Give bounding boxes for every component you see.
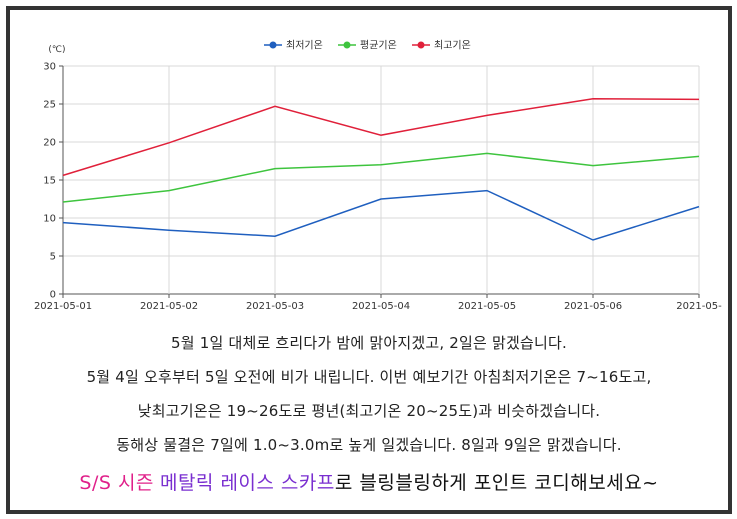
legend-marker: [417, 41, 425, 49]
promo-tagline-text: 로 블링블링하게 포인트 코디해보세요~: [334, 472, 659, 494]
x-tick-label: 2021-05-02: [140, 301, 198, 312]
y-tick-label: 5: [50, 252, 56, 263]
promo-product-text: 메탈릭 레이스 스카프: [159, 472, 335, 494]
x-tick-label: 2021-05-06: [564, 301, 622, 312]
y-tick-label: 10: [43, 214, 56, 225]
x-tick-label: 2021-05-04: [352, 301, 410, 312]
forecast-caption-2: 5월 4일 오후부터 5일 오전에 비가 내립니다. 이번 예보기간 아침최저기…: [86, 368, 652, 386]
temperature-line-chart: 0 5 10 15 20 25 30 2021-05-01 2021-05-02 2021-05-…: [34, 40, 722, 313]
legend-marker: [269, 41, 277, 49]
x-tick-label: 2021-05-01: [34, 301, 92, 312]
y-tick-label: 25: [43, 100, 56, 111]
promo-season-text: S/S 시즌: [79, 472, 154, 494]
forecast-caption-4: 동해상 물결은 7일에 1.0~3.0m로 높게 일겠습니다. 8일과 9일은 …: [116, 436, 622, 454]
legend-label: 최고기온: [434, 40, 471, 52]
legend-label: 최저기온: [286, 40, 323, 52]
series-line: [62, 97, 700, 177]
y-tick-label: 15: [43, 176, 56, 187]
series-line: [62, 189, 700, 241]
series-line: [62, 152, 700, 203]
forecast-caption-3: 낮최고기온은 19~26도로 평년(최고기온 20~25도)과 비슷하겠습니다.: [137, 402, 601, 420]
forecast-caption-1: 5월 1일 대체로 흐리다가 밤에 맑아지겠고, 2일은 맑겠습니다.: [171, 334, 567, 352]
legend-label: 평균기온: [360, 40, 397, 52]
y-tick-label: 30: [43, 62, 56, 73]
y-unit-label: (℃): [48, 45, 65, 55]
x-tick-label: 2021-05-: [676, 301, 722, 312]
y-tick-label: 0: [50, 290, 56, 301]
chart-frame: 0 5 10 15 20 25 30 2021-05-01 2021-05-02 2021-05-…: [6, 6, 732, 514]
x-tick-label: 2021-05-05: [458, 301, 516, 312]
x-tick-label: 2021-05-03: [246, 301, 304, 312]
promo-banner: S/S 시즌 메탈릭 레이스 스카프로 블링블링하게 포인트 코디해보세요~: [10, 468, 728, 495]
y-tick-label: 20: [43, 138, 56, 149]
legend-marker: [343, 41, 351, 49]
